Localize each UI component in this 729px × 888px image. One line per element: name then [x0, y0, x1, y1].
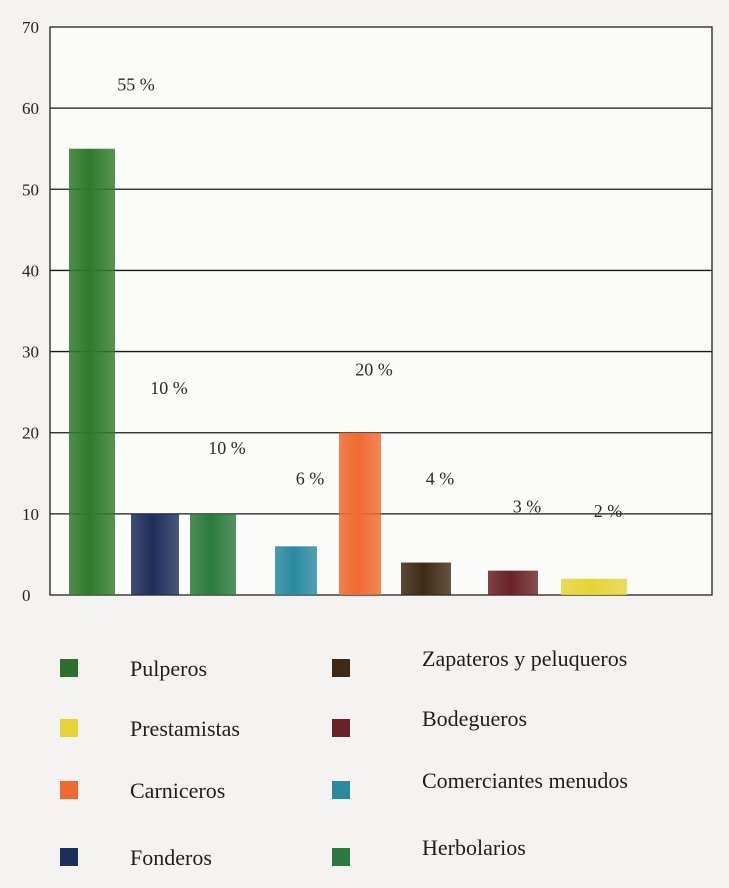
bar [275, 546, 317, 595]
legend-label: Bodegueros [422, 706, 527, 731]
legend-swatch [60, 659, 78, 677]
y-tick-label: 20 [22, 424, 39, 443]
legend-swatch [332, 659, 350, 677]
legend-label: Prestamistas [130, 716, 240, 741]
data-label: 3 % [513, 497, 542, 517]
legend: Pulperos Zapateros y peluqueros Prestamist… [60, 646, 628, 870]
legend-swatch [332, 848, 350, 866]
legend-label: Pulperos [130, 656, 207, 681]
legend-swatch [60, 848, 78, 866]
y-tick-label: 30 [22, 343, 39, 362]
data-label: 20 % [355, 360, 393, 380]
bar [401, 562, 451, 595]
legend-swatch [60, 719, 78, 737]
data-label: 4 % [426, 469, 455, 489]
y-tick-label: 0 [22, 586, 31, 605]
legend-label: Comerciantes menudos [422, 768, 628, 793]
data-label: 10 % [150, 378, 188, 398]
y-tick-label: 50 [22, 180, 39, 199]
data-label: 6 % [296, 468, 325, 488]
bar [69, 148, 115, 595]
y-tick-label: 70 [22, 18, 39, 37]
bar [561, 578, 627, 595]
legend-swatch [332, 719, 350, 737]
legend-label: Zapateros y peluqueros [422, 646, 627, 671]
bar [131, 513, 179, 595]
data-label: 10 % [208, 438, 246, 458]
legend-swatch [332, 781, 350, 799]
data-labels: 55 % 10 % 10 % 6 % 20 % 4 % 3 % 2 % [117, 75, 622, 521]
y-tick-label: 60 [22, 99, 39, 118]
legend-swatch [60, 781, 78, 799]
legend-label: Carniceros [130, 778, 225, 803]
bar [339, 432, 381, 595]
y-tick-label: 40 [22, 261, 39, 280]
y-tick-label: 10 [22, 505, 39, 524]
data-label: 55 % [117, 75, 155, 95]
bar [190, 513, 236, 595]
legend-label: Fonderos [130, 845, 212, 870]
legend-label: Herbolarios [422, 835, 526, 860]
bar [488, 570, 538, 595]
y-axis-ticks: 0 10 20 30 40 50 60 70 [22, 18, 39, 605]
data-label: 2 % [594, 501, 623, 521]
bars [69, 148, 627, 595]
